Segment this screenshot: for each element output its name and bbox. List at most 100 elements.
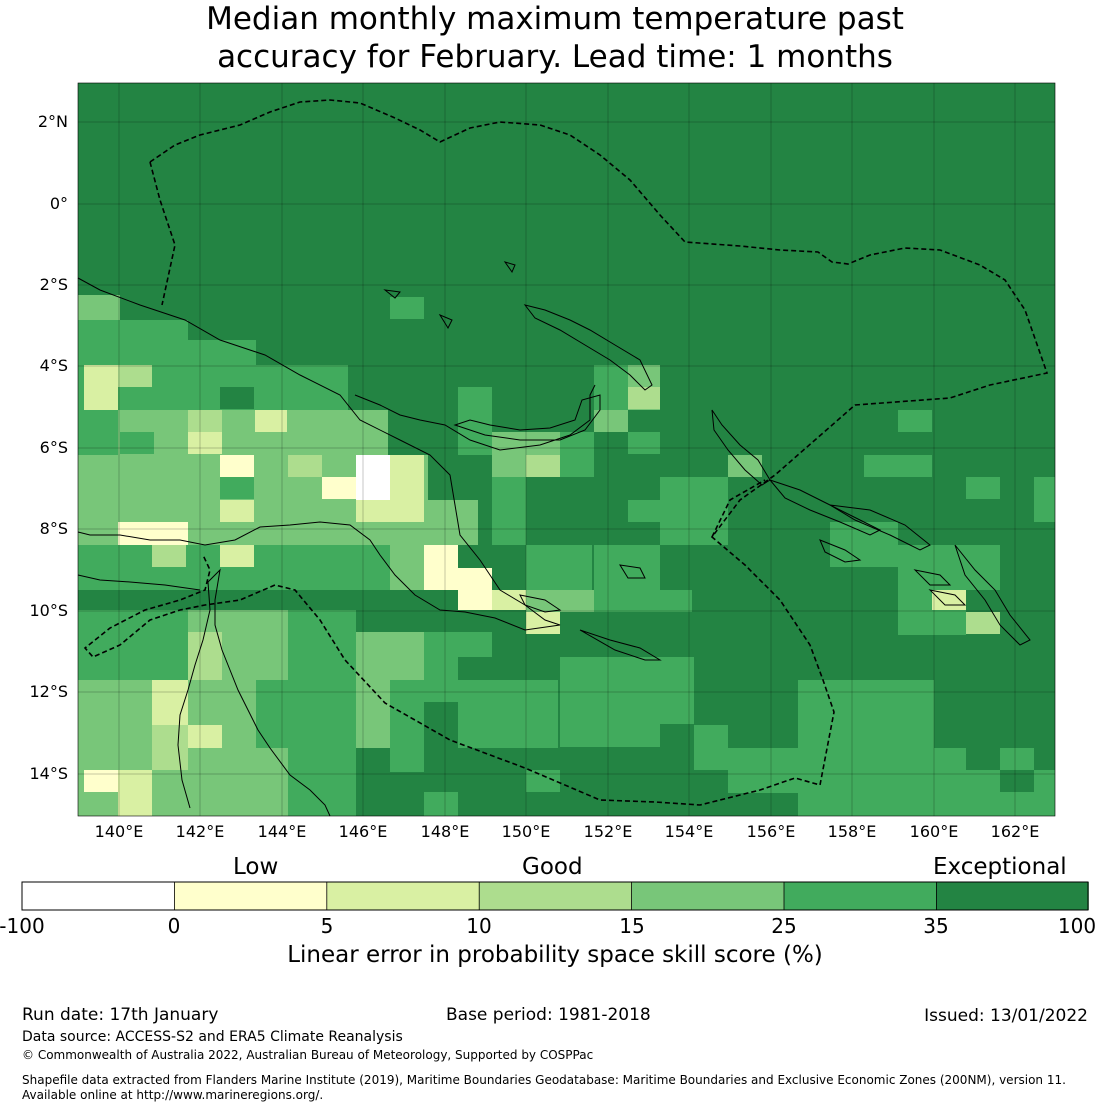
- colorbar-segment: [479, 882, 632, 910]
- lat-label: 10°S: [29, 601, 68, 620]
- d-entrecasteaux-coastline: [519, 594, 562, 613]
- colorbar-axis-label: Linear error in probability space skill …: [287, 942, 823, 968]
- grid-cell: [424, 792, 458, 816]
- grid-cell: [78, 320, 188, 365]
- island-coastline: [619, 564, 646, 579]
- lat-label: 2°S: [39, 275, 68, 294]
- lon-label: 148°E: [420, 822, 470, 841]
- grid-cell: [594, 590, 692, 612]
- grid-cell: [118, 365, 152, 387]
- colorbar-tick-label: -100: [0, 914, 45, 938]
- grid-cell: [356, 500, 424, 522]
- solomon-islands-coastline: [768, 478, 882, 536]
- grid-cell: [526, 770, 560, 792]
- grid-cell: [560, 657, 660, 747]
- grid-cell: [1000, 770, 1034, 792]
- graticule: [78, 83, 1055, 816]
- lon-label: 158°E: [827, 822, 877, 841]
- grid-cell: [728, 455, 762, 477]
- grid-cell: [424, 632, 458, 680]
- grid-cell: [898, 545, 1000, 590]
- grid-cell: [78, 610, 188, 680]
- colorbar-tick-label: 100: [1057, 914, 1097, 938]
- grid-cell: [798, 770, 966, 816]
- skill-grid: [78, 295, 1055, 816]
- colorbar-tick-label: 15: [619, 914, 645, 938]
- new-britain-coastline: [453, 394, 601, 441]
- grid-cell: [1000, 748, 1034, 770]
- grid-cell: [660, 477, 728, 545]
- santa-cruz-coastline: [928, 589, 967, 606]
- grid-cell: [188, 632, 222, 680]
- lon-label: 152°E: [583, 822, 633, 841]
- new-guinea-north-coast: [354, 384, 596, 451]
- lon-label: 154°E: [664, 822, 714, 841]
- grid-cell: [188, 340, 256, 368]
- grid-cell: [492, 477, 526, 545]
- lon-label: 142°E: [175, 822, 225, 841]
- png-eez-boundary: [83, 99, 1049, 806]
- skill-score-map: [77, 82, 1056, 817]
- bougainville-coastline: [711, 409, 771, 486]
- lat-label: 0°: [49, 194, 68, 213]
- solomon-islands-coastline: [819, 539, 862, 563]
- grid-cell: [526, 545, 592, 590]
- lat-label: 6°S: [39, 438, 68, 457]
- copyright-notice: © Commonwealth of Australia 2022, Austra…: [22, 1048, 594, 1062]
- grid-cell: [255, 410, 287, 432]
- lat-label: 2°N: [37, 112, 68, 131]
- shapefile-credit-line-2: Available online at http://www.marinereg…: [22, 1088, 324, 1102]
- grid-cell: [594, 410, 628, 432]
- grid-cell: [188, 748, 288, 816]
- grid-cell: [188, 410, 222, 432]
- grid-cell: [830, 522, 898, 567]
- grid-cell: [628, 500, 660, 522]
- solomons-eez-boundary: [711, 479, 766, 538]
- grid-cell: [798, 680, 934, 770]
- gulf-of-carpentaria-coast: [77, 574, 201, 591]
- grid-cell: [424, 680, 458, 702]
- grid-cell: [84, 770, 118, 792]
- grid-cell: [390, 297, 424, 319]
- grid-cell: [288, 610, 356, 680]
- grid-cell: [526, 590, 594, 612]
- island-coastline: [438, 313, 453, 330]
- grid-cell: [356, 632, 424, 680]
- grid-cell: [628, 387, 660, 409]
- grid-cell: [118, 590, 152, 612]
- lat-label: 8°S: [39, 519, 68, 538]
- colorbar-segment: [631, 882, 784, 910]
- grid-cell: [152, 680, 188, 725]
- grid-cell: [966, 612, 1000, 634]
- grid-cell: [220, 545, 254, 567]
- lon-label: 146°E: [338, 822, 388, 841]
- lon-label: 144°E: [257, 822, 307, 841]
- grid-cell: [660, 657, 694, 724]
- lon-label: 156°E: [746, 822, 796, 841]
- grid-cell: [932, 748, 966, 770]
- grid-cell: [220, 477, 254, 499]
- grid-cell: [1034, 477, 1055, 522]
- lon-label: 162°E: [990, 822, 1040, 841]
- colorbar-tick-label: 0: [167, 914, 181, 938]
- grid-cell: [694, 725, 728, 770]
- new-guinea-coastline: [77, 277, 561, 631]
- colorbar-segment: [784, 882, 937, 910]
- grid-cell: [118, 522, 188, 545]
- grid-cell: [458, 680, 558, 748]
- colorbar-segment: [174, 882, 327, 910]
- lon-label: 140°E: [94, 822, 144, 841]
- louisiade-coastline: [579, 629, 662, 661]
- new-ireland-coastline: [523, 304, 653, 391]
- grid-cell: [966, 477, 1000, 499]
- lon-label: 150°E: [501, 822, 551, 841]
- solomon-islands-coastline: [954, 544, 1031, 646]
- data-source: Data source: ACCESS-S2 and ERA5 Climate …: [22, 1029, 403, 1045]
- island-coastline: [383, 289, 401, 299]
- grid-cell: [728, 680, 798, 705]
- issued-date: Issued: 13/01/2022: [924, 1006, 1088, 1026]
- grid-cell: [458, 632, 492, 657]
- grid-cell: [424, 702, 458, 725]
- colorbar-tick-label: 35: [923, 914, 949, 938]
